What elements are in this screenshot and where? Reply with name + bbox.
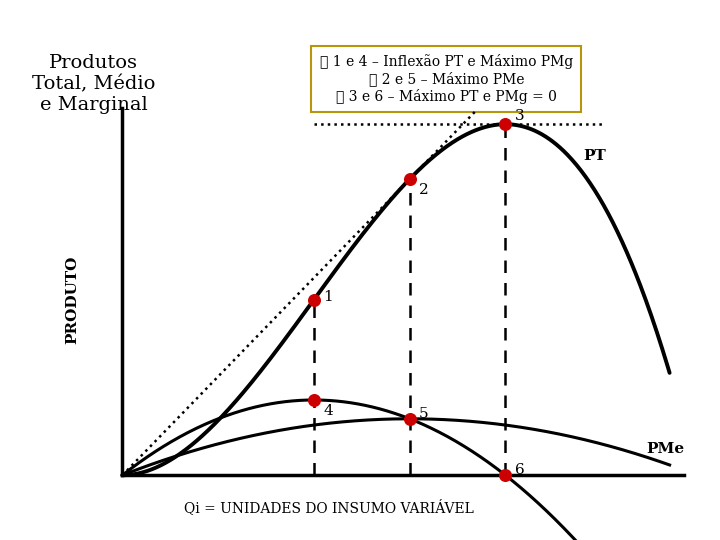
Text: PRODUTO: PRODUTO — [65, 255, 79, 344]
Text: PT: PT — [584, 148, 606, 163]
Point — [308, 396, 320, 404]
Text: ✓ 1 e 4 – Inflexão PT e Máximo PMg
✓ 2 e 5 – Máximo PMe
✓ 3 e 6 – Máximo PT e PM: ✓ 1 e 4 – Inflexão PT e Máximo PMg ✓ 2 e… — [320, 54, 573, 104]
Text: 2: 2 — [419, 183, 429, 197]
Text: 3: 3 — [515, 109, 524, 123]
Point — [404, 175, 415, 184]
Text: Qi = UNIDADES DO INSUMO VARIÁVEL: Qi = UNIDADES DO INSUMO VARIÁVEL — [184, 500, 474, 516]
Point — [308, 295, 320, 304]
Text: Produtos
Total, Médio
e Marginal: Produtos Total, Médio e Marginal — [32, 54, 156, 114]
Text: 6: 6 — [515, 463, 525, 477]
Text: 1: 1 — [323, 290, 333, 304]
Point — [500, 471, 511, 480]
Text: 5: 5 — [419, 408, 428, 421]
Point — [404, 415, 415, 423]
Point — [500, 120, 511, 129]
Text: PMe: PMe — [646, 442, 684, 456]
Text: 4: 4 — [323, 404, 333, 418]
